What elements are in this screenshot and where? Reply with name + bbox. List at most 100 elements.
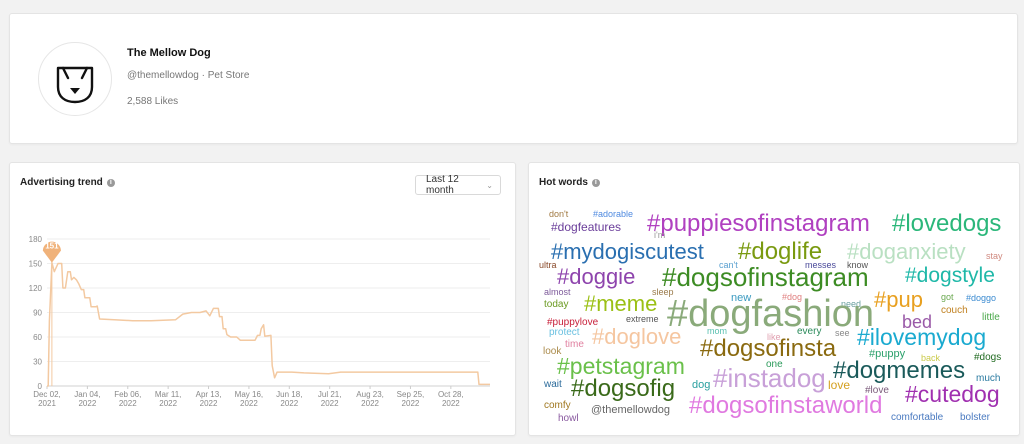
hot-word[interactable]: messes (805, 260, 837, 270)
x-tick-label: Jun 18, (276, 390, 302, 399)
hot-word[interactable]: like (767, 332, 781, 342)
hot-word[interactable]: #doganxiety (847, 239, 966, 264)
hot-word[interactable]: today (544, 299, 569, 310)
advertising-trend-title: Advertising trend (20, 177, 103, 188)
y-tick-label: 30 (33, 358, 42, 367)
x-tick-label: 2022 (159, 399, 177, 408)
page-category: Pet Store (207, 70, 250, 81)
hot-word[interactable]: #dog (782, 292, 803, 302)
hot-word[interactable]: comfy (544, 400, 571, 411)
hot-word[interactable]: #love (865, 385, 889, 396)
hot-word[interactable]: #doggie (557, 264, 636, 289)
hot-word[interactable]: #instadog (713, 363, 826, 393)
hot-word[interactable]: couch (941, 305, 968, 316)
hot-word[interactable]: dog (692, 379, 711, 391)
hot-word[interactable]: can't (719, 260, 738, 270)
hot-word[interactable]: #puppy (869, 348, 906, 360)
hot-word[interactable]: #mydogiscutest (551, 239, 704, 264)
hot-word[interactable]: #puppiesofinstagram (647, 210, 870, 237)
x-tick-label: Sep 25, (397, 390, 425, 399)
peak-label: 151 (45, 242, 59, 251)
x-tick-label: Jul 21, (318, 390, 342, 399)
info-icon[interactable]: i (106, 178, 115, 187)
profile-card: The Mellow Dog @themellowdog · Pet Store… (9, 13, 1018, 144)
hot-word[interactable]: #doggo (966, 293, 997, 303)
hot-word[interactable]: #dogfashion (667, 293, 875, 335)
hot-word[interactable]: #lovedogs (892, 210, 1002, 237)
hot-word[interactable]: bolster (960, 412, 991, 423)
hot-word[interactable]: #dogsofinstaworld (689, 392, 883, 419)
hot-word[interactable]: #dogs (974, 352, 1002, 363)
advertising-trend-title-row: Advertising trend i (20, 177, 115, 188)
x-tick-label: 2022 (240, 399, 258, 408)
hot-word[interactable]: #dogmemes (833, 357, 966, 384)
time-range-dropdown[interactable]: Last 12 month ⌄ (415, 174, 501, 196)
hot-word[interactable]: got (941, 292, 954, 302)
page-name: The Mellow Dog (127, 47, 211, 59)
x-tick-label: 2021 (38, 399, 56, 408)
hot-word[interactable]: almost (544, 287, 571, 297)
hot-word[interactable]: stay (986, 251, 1003, 261)
hot-word[interactable]: #dogstyle (905, 264, 995, 287)
hot-word[interactable]: #doglove (592, 324, 682, 349)
hot-word[interactable]: i'm (654, 230, 666, 240)
hot-word[interactable]: #adorable (593, 209, 634, 219)
hot-word[interactable]: sleep (652, 287, 674, 297)
series-line (47, 261, 490, 387)
y-tick-label: 60 (33, 333, 42, 342)
x-tick-label: Aug 23, (356, 390, 384, 399)
hot-word[interactable]: new (731, 292, 752, 304)
hot-word[interactable]: ultra (539, 260, 557, 270)
time-range-value: Last 12 month (426, 174, 459, 196)
hot-word[interactable]: wait (544, 379, 562, 390)
word-cloud: don't #adorable #dogfeatures #puppiesofinst… (529, 163, 1019, 435)
hot-word[interactable]: don't (549, 209, 569, 219)
chevron-down-icon: ⌄ (486, 180, 493, 190)
hot-word[interactable]: time (565, 339, 584, 350)
hot-word[interactable]: comfortable (891, 412, 944, 423)
hot-word[interactable]: much (976, 373, 1001, 384)
hot-word[interactable]: #puppylove (547, 317, 599, 328)
hot-word[interactable]: #pup (874, 287, 923, 312)
hot-word[interactable]: #doglife (738, 238, 823, 265)
y-tick-label: 120 (29, 284, 43, 293)
hot-word[interactable]: need (841, 299, 862, 309)
hot-word[interactable]: #dogsofig (571, 375, 676, 402)
hot-word[interactable]: know (847, 260, 869, 270)
hot-word[interactable]: protect (549, 327, 580, 338)
avatar[interactable] (38, 42, 112, 116)
hot-word[interactable]: mom (707, 326, 727, 336)
hot-word[interactable]: #cutedog (905, 381, 1000, 407)
y-tick-label: 150 (29, 260, 43, 269)
hot-words-title: Hot words (539, 177, 588, 188)
hot-word[interactable]: see (835, 328, 850, 338)
hot-word[interactable]: look (543, 346, 562, 357)
advertising-trend-card: Advertising trend i Last 12 month ⌄ 0 30 6… (9, 162, 516, 436)
hot-word[interactable]: extreme (626, 314, 659, 324)
x-tick-label: Dec 02, (33, 390, 61, 399)
hot-word[interactable]: back (921, 353, 941, 363)
hot-word[interactable]: one (766, 359, 783, 370)
hot-word[interactable]: #dogsofinstagram (662, 262, 869, 292)
hot-word[interactable]: love (828, 378, 851, 392)
hot-word[interactable]: #ilovemydog (857, 324, 987, 350)
x-tick-label: 2022 (361, 399, 379, 408)
hot-word[interactable]: #dogsofinsta (700, 335, 837, 362)
page-handle-line: @themellowdog · Pet Store (127, 70, 249, 81)
x-tick-label: Jan 04, (74, 390, 100, 399)
hot-words-title-row: Hot words i (539, 177, 600, 188)
x-tick-label: Feb 06, (114, 390, 141, 399)
hot-word[interactable]: @themellowdog (591, 404, 671, 416)
hot-word[interactable]: howl (558, 413, 579, 424)
hot-word[interactable]: #dogfeatures (551, 220, 622, 234)
info-icon[interactable]: i (591, 178, 600, 187)
hot-word[interactable]: #petstagram (557, 353, 685, 379)
hot-word[interactable]: little (982, 312, 1000, 323)
hot-word[interactable]: every (797, 326, 822, 337)
x-tick-label: Apr 13, (196, 390, 222, 399)
x-tick-label: Mar 11, (155, 390, 182, 399)
hot-word[interactable]: #meme (584, 291, 658, 316)
hot-word[interactable]: bed (902, 312, 933, 332)
x-tick-label: 2022 (442, 399, 460, 408)
